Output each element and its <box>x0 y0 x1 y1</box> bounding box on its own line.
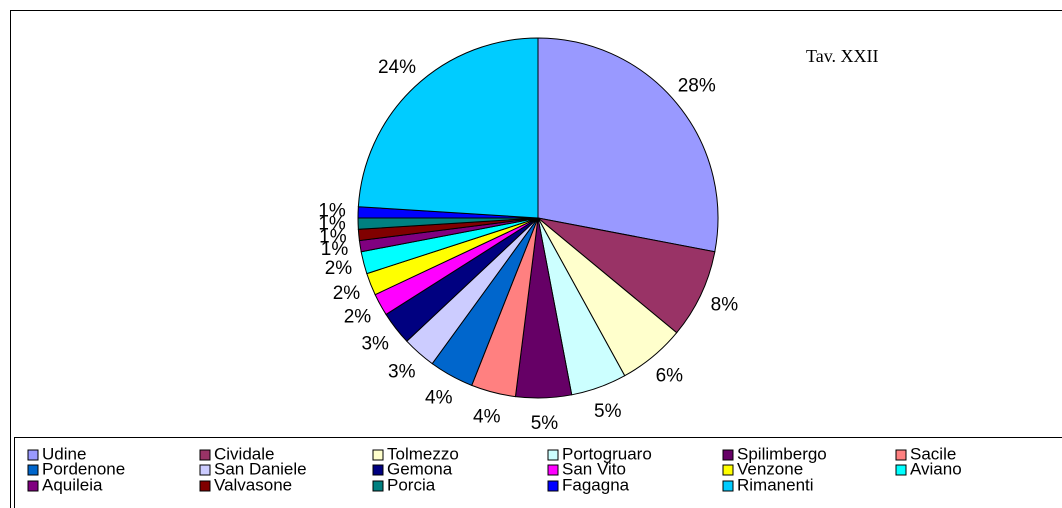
legend-label: Pordenone <box>42 459 125 478</box>
slice-label: 24% <box>378 57 416 78</box>
slice-label: 1% <box>319 226 347 247</box>
legend-label: Aquileia <box>42 475 103 494</box>
legend-swatch <box>199 480 211 492</box>
legend-label: Valvasone <box>214 475 292 494</box>
legend-swatch <box>27 464 39 476</box>
legend-swatch <box>722 480 734 492</box>
pie-slice <box>537 217 716 334</box>
slice-label: 2% <box>333 283 361 304</box>
legend-label: Portogruaro <box>562 444 652 463</box>
legend-swatch <box>722 464 734 476</box>
slice-label: 3% <box>361 333 389 354</box>
legend-swatch <box>895 449 907 461</box>
pie-slice <box>537 37 719 253</box>
legend-label: Fagagna <box>562 475 630 494</box>
slice-label: 28% <box>678 76 716 97</box>
legend-swatch <box>27 480 39 492</box>
slice-label: 1% <box>321 239 349 260</box>
slice-label: 5% <box>594 401 622 422</box>
slice-label: 2% <box>344 306 372 327</box>
legend-swatch <box>547 449 559 461</box>
slice-label: 4% <box>425 388 453 409</box>
legend-label: Porcia <box>387 475 436 494</box>
legend-label: Gemona <box>387 459 453 478</box>
legend-swatch <box>372 464 384 476</box>
legend-label: Cividale <box>214 444 274 463</box>
legend-box <box>14 437 1062 508</box>
legend-label: Sacile <box>910 444 956 463</box>
legend-label: Tolmezzo <box>387 444 459 463</box>
annotation: Tav. XXII <box>806 46 879 66</box>
legend-label: San Vito <box>562 459 626 478</box>
legend-swatch <box>199 449 211 461</box>
slice-label: 1% <box>318 201 346 222</box>
slice-label: 3% <box>388 362 416 383</box>
legend-swatch <box>27 449 39 461</box>
legend-label: Spilimbergo <box>737 444 827 463</box>
legend-swatch <box>199 464 211 476</box>
slice-label: 6% <box>656 366 684 387</box>
legend-label: San Daniele <box>214 459 307 478</box>
legend-label: Aviano <box>910 459 962 478</box>
legend-label: Rimanenti <box>737 475 814 494</box>
slice-label: 4% <box>473 407 501 428</box>
legend-swatch <box>372 480 384 492</box>
legend-swatch <box>372 449 384 461</box>
pie-slice <box>357 37 539 219</box>
legend-swatch <box>547 480 559 492</box>
legend-swatch <box>722 449 734 461</box>
legend-swatch <box>895 464 907 476</box>
slice-label: 5% <box>531 413 559 434</box>
slice-label: 8% <box>711 295 739 316</box>
slice-label: 2% <box>325 258 353 279</box>
slice-label: 1% <box>318 213 346 234</box>
legend-swatch <box>547 464 559 476</box>
legend-label: Udine <box>42 444 86 463</box>
legend-label: Venzone <box>737 459 803 478</box>
